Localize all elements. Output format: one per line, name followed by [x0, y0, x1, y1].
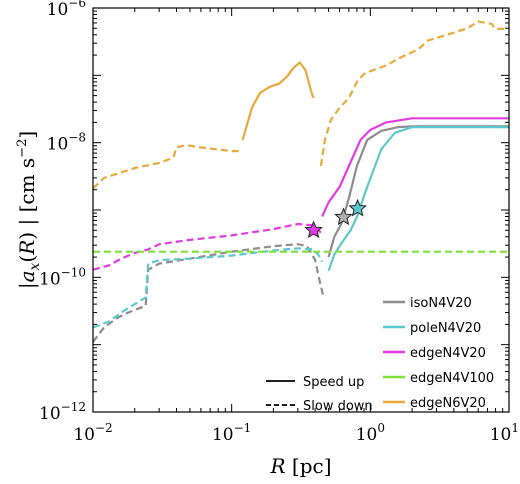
y-tick-label: 10−10 — [39, 265, 86, 289]
style-legend-label-speed-up: Speed up — [303, 375, 364, 390]
x-tick-label: 10−1 — [212, 421, 251, 445]
tick-layer — [92, 7, 510, 413]
style-legend-label-slow-down: Slow down — [303, 399, 373, 414]
series-line-polen4v20-1 — [92, 247, 324, 329]
marker-layer — [304, 198, 367, 239]
legend-label-ison4v20: isoN4V20 — [410, 296, 472, 311]
legend: isoN4V20 poleN4V20 edgeN4V20 edgeN4V100 edge… — [266, 296, 494, 414]
series-line-polen4v20-2 — [327, 126, 509, 272]
series-line-edgen6v20-3 — [319, 20, 509, 167]
y-tick-label: 10−12 — [39, 400, 86, 424]
series-line-edgen6v20-2 — [241, 61, 315, 141]
legend-label-edgen4v100: edgeN4V100 — [410, 371, 494, 386]
x-tick-label: 101 — [490, 421, 519, 445]
series-line-edgen6v20-1 — [92, 144, 241, 190]
series-line-edgen4v20-2 — [321, 117, 509, 217]
marker-star-polen4v20 — [348, 198, 367, 217]
x-tick-label: 10−2 — [73, 421, 112, 445]
marker-star-edgen4v20 — [304, 220, 323, 239]
legend-label-edgen4v20: edgeN4V20 — [410, 346, 486, 361]
tick-label-layer: 10−2 10−1 100 101 10−12 10−10 10−8 10−6 — [39, 0, 519, 445]
y-tick-label: 10−8 — [47, 131, 86, 155]
x-tick-label: 100 — [356, 421, 385, 445]
series-layer — [92, 20, 509, 343]
marker-star-ison4v20 — [334, 207, 353, 226]
x-axis-label: R [pc] — [269, 454, 331, 478]
legend-label-polen4v20: poleN4V20 — [410, 321, 481, 336]
legend-label-edgen6v20: edgeN6V20 — [410, 396, 486, 411]
y-axis-label: |ax(R) | [cm s−2] — [15, 131, 43, 289]
series-line-edgen4v20-1 — [92, 222, 322, 271]
y-tick-label: 10−6 — [47, 0, 86, 20]
